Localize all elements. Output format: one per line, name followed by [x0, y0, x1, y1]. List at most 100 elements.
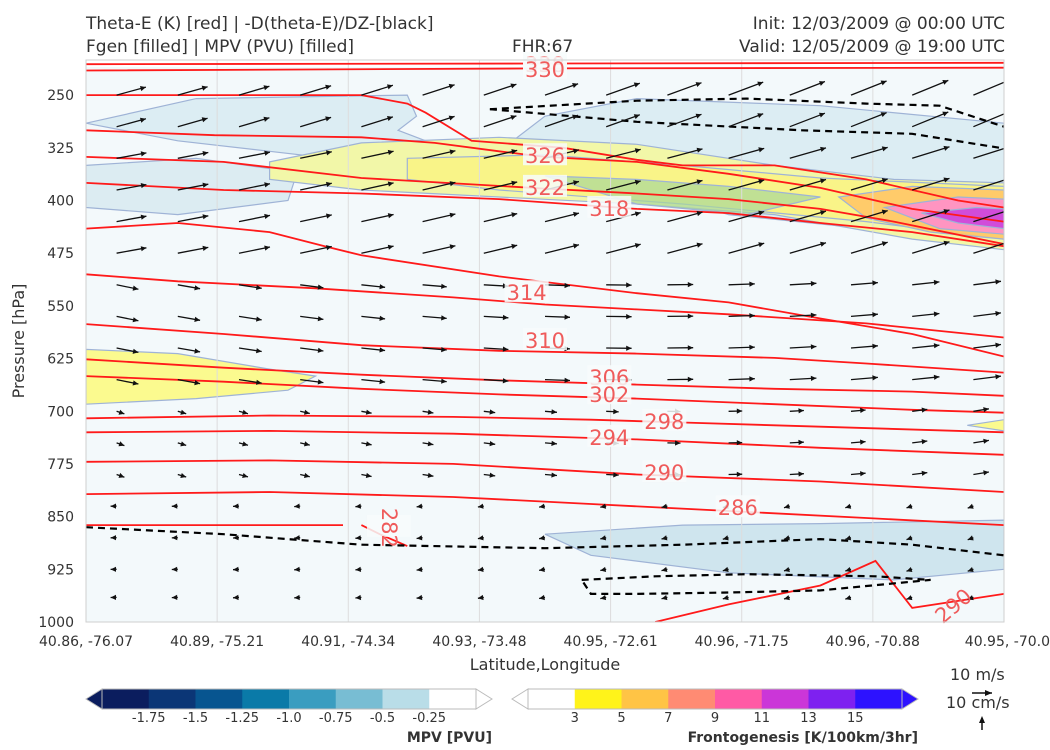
wind-arrow: [789, 344, 817, 350]
wind-arrow: [606, 472, 619, 478]
wind-arrowhead: [1005, 177, 1011, 182]
wind-arrow-shaft: [850, 241, 888, 254]
wind-arrowhead: [626, 282, 632, 288]
wind-arrowhead: [820, 178, 826, 184]
wind-arrow: [789, 178, 827, 191]
mpv-colorbar: -1.75 -1.5 -1.25 -1.0 -0.75 -0.5 -0.25 MPV [PVU…: [85, 688, 493, 746]
wind-arrow: [300, 315, 324, 322]
wind-arrow-shaft: [422, 115, 455, 128]
wind-arrowhead: [110, 535, 116, 541]
wind-arrow-shaft: [728, 179, 765, 191]
wind-arrow: [850, 375, 878, 381]
wind-arrow: [116, 246, 147, 254]
wind-arrowhead: [194, 380, 201, 386]
wind-arrow-shaft: [300, 116, 332, 128]
wind-arrowhead: [749, 281, 755, 287]
y-tick-label: 925: [47, 562, 74, 578]
wind-arrowhead: [633, 114, 640, 120]
wind-arrow: [361, 441, 372, 447]
wind-arrow: [728, 81, 764, 96]
wind-arrow: [116, 183, 147, 191]
contour-labels: 3383303263223183143103063022982942902862…: [366, 51, 977, 628]
wind-arrowhead: [749, 344, 755, 350]
wind-arrow: [116, 472, 125, 478]
wind-arrowhead: [933, 374, 940, 380]
wind-arrow: [912, 279, 940, 286]
wind-arrow-shaft: [728, 147, 765, 159]
wind-arrow-shaft: [544, 83, 579, 96]
wind-arrowhead: [758, 179, 765, 184]
wind-arrow: [789, 80, 826, 96]
wind-arrow: [116, 315, 139, 323]
wind-arrowhead: [118, 472, 125, 478]
wind-arrow: [232, 594, 240, 601]
wind-arrow: [845, 567, 852, 572]
x-axis-ticks: 40.86, -76.07 40.89, -75.21 40.91, -74.34 4…: [39, 634, 1050, 650]
mpv-colorbar-tick: -0.25: [412, 711, 446, 726]
stability-dashed-line: [489, 108, 1004, 150]
mpv-colorbar-segment: [335, 689, 383, 709]
wind-arrowhead: [325, 84, 332, 90]
wind-arrow: [422, 115, 455, 128]
wind-arrowhead: [355, 503, 362, 509]
wind-arrowhead: [551, 409, 557, 415]
wind-arrowhead: [449, 149, 456, 155]
wind-arrowhead: [687, 313, 694, 319]
wind-arrowhead: [784, 535, 790, 541]
wind-arrow-shaft: [728, 113, 764, 128]
wind-arrowhead: [695, 113, 702, 119]
wind-arrowhead: [758, 242, 765, 248]
wind-arrowhead: [140, 246, 147, 252]
wind-arrow: [906, 595, 913, 601]
x-tick-label: 40.89, -75.21: [170, 634, 264, 650]
wind-arrow-shaft: [789, 112, 826, 128]
wind-arrowhead: [171, 594, 178, 600]
wind-arrowhead: [427, 472, 434, 478]
contour-label-290: 290: [644, 461, 684, 485]
wind-arrowhead: [810, 312, 817, 318]
contour-label-bg: [587, 365, 632, 388]
y-tick-label: 700: [47, 404, 74, 420]
wind-arrow-shaft: [300, 151, 332, 159]
wind-arrow: [422, 283, 447, 289]
y-axis-label: Pressure [hPa]: [9, 284, 28, 399]
wind-arrow: [483, 314, 509, 321]
wind-arrowhead: [264, 150, 270, 156]
wind-arrow-shaft: [912, 146, 950, 159]
wind-arrowhead: [365, 441, 372, 447]
wind-arrowhead: [687, 282, 694, 288]
fgen-colorbar-segment: [855, 689, 903, 709]
wind-arrow: [728, 179, 765, 191]
wind-arrow-shaft: [728, 81, 764, 96]
contour-label-bg: [366, 514, 411, 537]
wind-arrow: [544, 211, 580, 223]
wind-arrowhead: [736, 408, 743, 414]
theta-e-line: [86, 358, 1004, 397]
mpv-colorbar-frame: [101, 688, 477, 710]
wind-arrow-shaft: [973, 211, 1004, 223]
theta-e-line: [86, 182, 1004, 248]
wind-arrow: [850, 80, 887, 96]
wind-arrow: [783, 595, 790, 601]
wind-arrowhead: [233, 503, 239, 509]
wind-arrow: [538, 566, 546, 572]
wind-arrow: [361, 213, 394, 223]
wind-arrow: [912, 145, 950, 159]
wind-arrow-shaft: [300, 182, 332, 191]
wind-arrow: [538, 594, 546, 601]
wind-arrow-shaft: [789, 242, 827, 254]
wind-arrowhead: [1005, 145, 1011, 150]
wind-arrowhead: [194, 348, 201, 354]
wind-arrowhead: [132, 380, 139, 386]
wind-arrowhead: [942, 111, 949, 117]
wind-arrowhead: [967, 535, 974, 541]
wind-arrowhead: [881, 209, 888, 215]
wind-arrowhead: [696, 147, 703, 153]
wind-arrow: [110, 503, 117, 509]
wind-arrow: [667, 313, 694, 319]
wind-arrowhead: [294, 566, 300, 572]
theta-e-line: [86, 323, 1004, 374]
wind-arrow: [667, 345, 694, 351]
wind-arrowhead: [304, 409, 310, 415]
wind-arrowhead: [1005, 240, 1011, 245]
